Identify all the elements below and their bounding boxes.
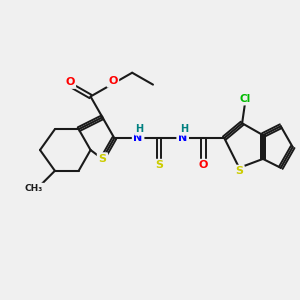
Text: S: S bbox=[155, 160, 163, 170]
Text: N: N bbox=[134, 133, 143, 143]
Text: H: H bbox=[180, 124, 188, 134]
Text: S: S bbox=[235, 167, 243, 176]
Text: O: O bbox=[108, 76, 118, 86]
Text: N: N bbox=[178, 133, 187, 143]
Text: CH₃: CH₃ bbox=[25, 184, 43, 193]
Text: O: O bbox=[65, 77, 74, 87]
Text: S: S bbox=[98, 154, 106, 164]
Text: O: O bbox=[199, 160, 208, 170]
Text: Cl: Cl bbox=[239, 94, 251, 104]
Text: H: H bbox=[136, 124, 144, 134]
